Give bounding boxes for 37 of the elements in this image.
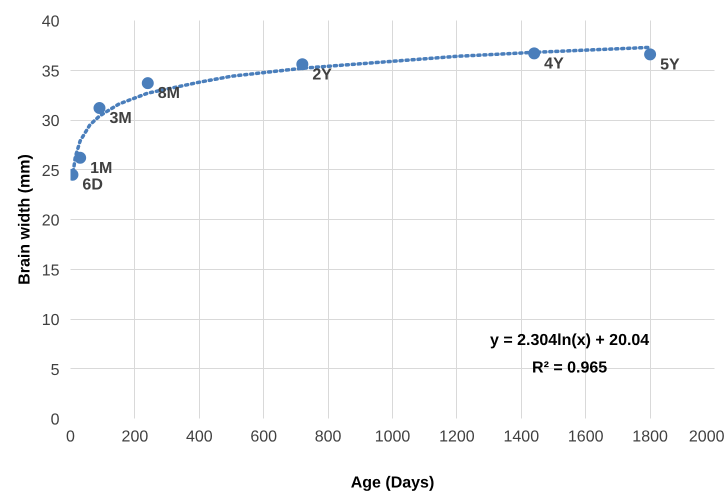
point xyxy=(528,47,540,60)
annotation: 8M xyxy=(158,85,180,102)
y-tick-label: 15 xyxy=(42,262,60,280)
point xyxy=(142,77,154,90)
annotation: 6D xyxy=(82,176,103,194)
x-tick-label: 0 xyxy=(66,428,76,446)
y-axis-title: Brain width (mm) xyxy=(16,154,34,285)
annotation: R² = 0.965 xyxy=(532,360,608,377)
y-tick-label: 0 xyxy=(50,412,60,428)
x-tick-label: 1600 xyxy=(568,428,604,446)
x-axis-title: Age (Days) xyxy=(350,474,434,492)
point xyxy=(74,152,86,164)
annotation: 4Y xyxy=(544,55,564,72)
x-tick-label: 1200 xyxy=(439,428,475,446)
annotation: y = 2.304ln(x) + 20.04 xyxy=(490,332,650,349)
y-tick-label: 30 xyxy=(42,113,60,130)
annotation: 2Y xyxy=(312,66,332,84)
x-tick-label: 1000 xyxy=(374,428,410,446)
y-tick-label: 40 xyxy=(42,14,60,30)
x-tick-label: 200 xyxy=(122,428,148,446)
annotation: 5Y xyxy=(660,56,680,74)
y-tick-label: 35 xyxy=(42,63,60,80)
x-tick-label: 800 xyxy=(314,428,342,446)
y-tick-label: 10 xyxy=(42,312,60,329)
annotation: 1M xyxy=(90,160,112,177)
annotation: 3M xyxy=(109,110,132,128)
x-tick-label: 2000 xyxy=(688,428,724,446)
y-tick-label: 5 xyxy=(50,362,60,379)
point xyxy=(644,48,656,60)
x-tick-label: 600 xyxy=(250,428,278,446)
y-tick-label: 25 xyxy=(42,162,60,180)
x-tick-label: 1400 xyxy=(504,428,540,446)
y-tick-label: 20 xyxy=(42,212,60,230)
point xyxy=(93,102,106,114)
point xyxy=(296,58,308,70)
x-tick-label: 1800 xyxy=(632,428,668,446)
x-tick-label: 400 xyxy=(186,428,213,446)
